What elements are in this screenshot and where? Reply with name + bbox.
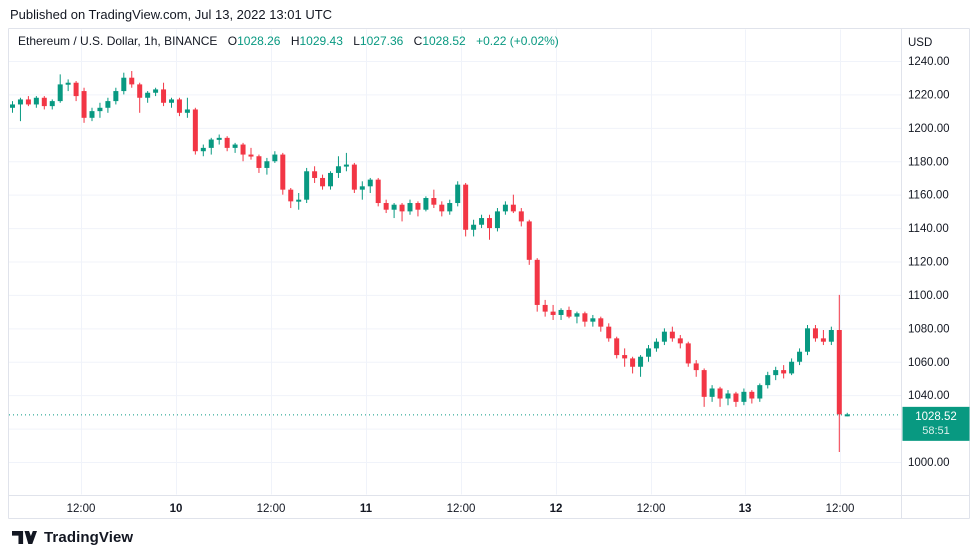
- svg-text:1080.00: 1080.00: [908, 323, 950, 335]
- svg-text:1028.52: 1028.52: [915, 411, 957, 423]
- svg-text:12:00: 12:00: [826, 503, 855, 515]
- currency-label: USD: [908, 37, 932, 49]
- svg-text:12:00: 12:00: [67, 503, 96, 515]
- countdown: 58:51: [922, 425, 950, 437]
- svg-text:12:00: 12:00: [257, 503, 286, 515]
- chart-frame-borders: [8, 28, 970, 519]
- price-axis[interactable]: USD 1240.00 1220.00 1200.00 1180.00 1160.00 11…: [908, 37, 950, 469]
- svg-text:1220.00: 1220.00: [908, 89, 950, 101]
- gridlines: [9, 29, 901, 495]
- svg-text:13: 13: [739, 503, 752, 515]
- candlesticks: [10, 71, 850, 452]
- time-axis[interactable]: 12:00 10 12:00 11 12:00 12 12:00 13 12:00: [67, 503, 855, 515]
- svg-text:1140.00: 1140.00: [908, 223, 949, 235]
- ohlc-open: O1028.26: [227, 34, 281, 48]
- tradingview-logo-icon[interactable]: [12, 530, 37, 545]
- svg-text:1000.00: 1000.00: [908, 457, 950, 469]
- tradingview-footer: TradingView: [12, 529, 133, 546]
- ohlc-close: C1028.52: [413, 34, 466, 48]
- svg-text:1060.00: 1060.00: [908, 357, 950, 369]
- published-caption: Published on TradingView.com, Jul 13, 20…: [10, 7, 333, 22]
- svg-text:12:00: 12:00: [447, 503, 476, 515]
- svg-text:1120.00: 1120.00: [908, 257, 949, 269]
- svg-text:12:00: 12:00: [637, 503, 666, 515]
- svg-text:12: 12: [550, 503, 563, 515]
- tradingview-brand-text: TradingView: [44, 529, 134, 546]
- svg-text:1160.00: 1160.00: [908, 190, 949, 202]
- svg-text:1100.00: 1100.00: [908, 290, 949, 302]
- svg-text:1040.00: 1040.00: [908, 390, 950, 402]
- symbol-title: Ethereum / U.S. Dollar, 1h, BINANCE: [18, 34, 218, 48]
- ohlc-high: H1029.43: [290, 34, 343, 48]
- svg-text:1240.00: 1240.00: [908, 56, 950, 68]
- ohlc-low: L1027.36: [353, 34, 404, 48]
- svg-text:10: 10: [170, 503, 183, 515]
- svg-text:1200.00: 1200.00: [908, 123, 950, 135]
- last-price-label: 1028.52 58:51: [902, 406, 970, 441]
- svg-text:11: 11: [360, 503, 373, 515]
- svg-text:1180.00: 1180.00: [908, 156, 949, 168]
- chart-legend: Ethereum / U.S. Dollar, 1h, BINANCE O102…: [18, 34, 559, 49]
- price-change: +0.22 (+0.02%): [476, 34, 559, 48]
